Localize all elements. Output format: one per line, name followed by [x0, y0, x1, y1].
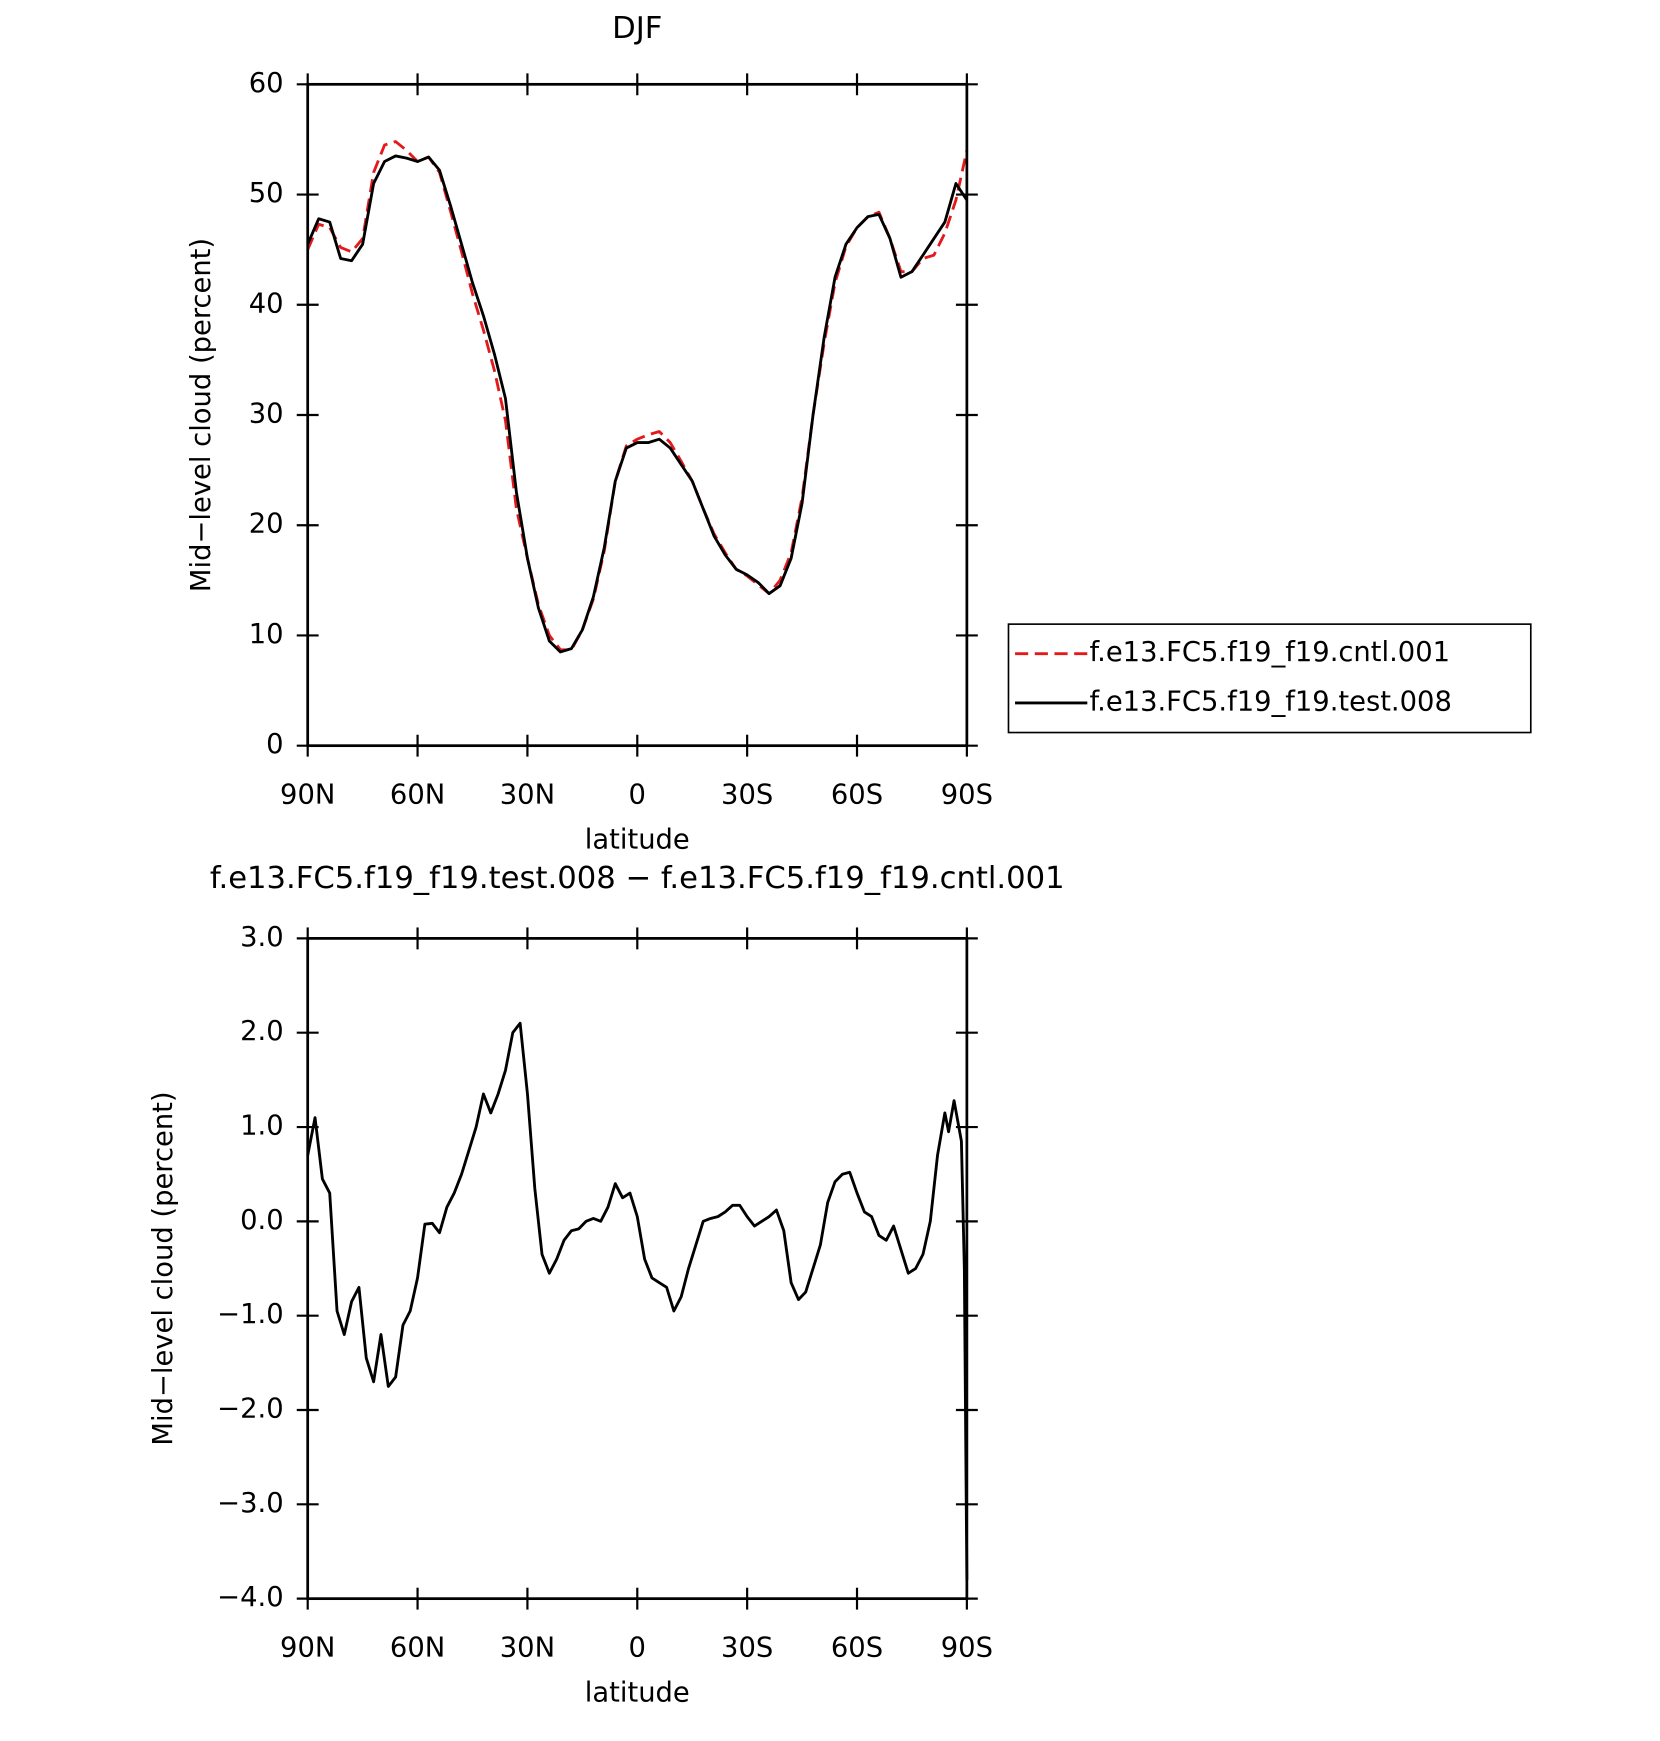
legend-box [1007, 623, 1532, 734]
y-tick-label: 30 [249, 398, 284, 429]
y-tick-label: 60 [249, 68, 284, 99]
y-tick-label: 1.0 [240, 1111, 284, 1142]
y-tick-label: 0 [266, 729, 283, 760]
y-tick-label: 3.0 [240, 922, 284, 953]
y-axis-label: Mid−level cloud (percent) [148, 1091, 179, 1445]
y-tick-label: −1.0 [217, 1299, 283, 1330]
y-tick-label: −2.0 [217, 1394, 283, 1425]
x-tick-label: 60N [390, 1633, 445, 1664]
y-tick-label: −3.0 [217, 1488, 283, 1519]
chart-title: f.e13.FC5.f19_f19.test.008 − f.e13.FC5.f… [210, 861, 1065, 896]
data-line [306, 1021, 969, 1580]
x-tick-label: 30S [721, 780, 773, 811]
x-tick-label: 60S [831, 780, 883, 811]
x-tick-label: 90N [280, 1633, 335, 1664]
plot-frame [306, 937, 969, 1601]
y-tick-label: −4.0 [217, 1582, 283, 1613]
x-axis-label: latitude [585, 1677, 690, 1708]
y-tick-label: 2.0 [240, 1016, 284, 1047]
x-tick-label: 90S [941, 1633, 993, 1664]
x-tick-label: 0 [629, 1633, 646, 1664]
x-tick-label: 60S [831, 1633, 883, 1664]
y-tick-label: 50 [249, 178, 284, 209]
chart-title: DJF [612, 11, 662, 46]
y-tick-label: 10 [249, 619, 284, 650]
x-tick-label: 0 [629, 780, 646, 811]
y-axis-label: Mid−level cloud (percent) [186, 238, 217, 592]
plot-frame [306, 82, 969, 748]
data-line [306, 154, 969, 654]
y-tick-label: 40 [249, 288, 284, 319]
x-tick-label: 90N [280, 780, 335, 811]
legend-label: f.e13.FC5.f19_f19.cntl.001 [1090, 637, 1451, 668]
x-axis-label: latitude [585, 824, 690, 855]
y-tick-label: 20 [249, 509, 284, 540]
x-tick-label: 30N [500, 1633, 555, 1664]
y-tick-label: 0.0 [240, 1205, 284, 1236]
x-tick-label: 30S [721, 1633, 773, 1664]
x-tick-label: 90S [941, 780, 993, 811]
x-tick-label: 60N [390, 780, 445, 811]
x-tick-label: 30N [500, 780, 555, 811]
legend-label: f.e13.FC5.f19_f19.test.008 [1090, 686, 1452, 717]
